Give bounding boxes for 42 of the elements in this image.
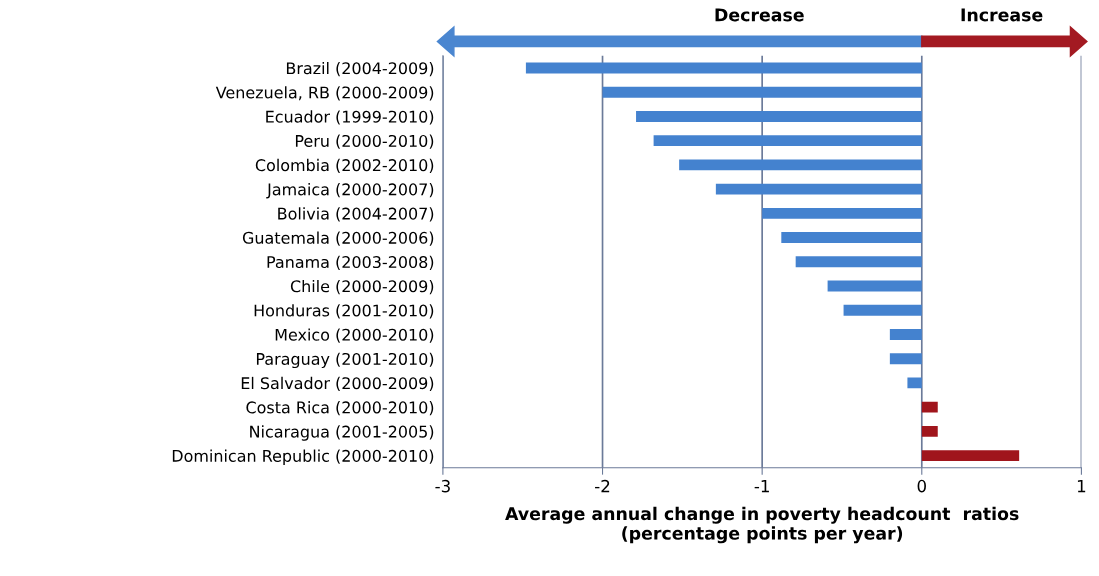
bar [921,401,938,413]
bar [602,86,922,98]
text: Increase [961,8,1043,22]
y-tick-label: Paraguay (2001-2010) [256,352,434,369]
x-tick-label: -2 [595,479,610,493]
text: Decrease [715,8,804,22]
x-tick-label: -3 [435,479,450,493]
bar [795,256,922,268]
bar [653,135,922,147]
y-tick-label: Honduras (2001-2010) [254,304,434,319]
y-tick-label: Guatemala (2000-2006) [242,231,434,246]
y-tick-label: Colombia (2002-2010) [255,158,434,174]
y-tick-label: Chile (2000-2009) [290,279,434,295]
bar [679,159,922,171]
y-tick-label: Costa Rica (2000-2010) [246,401,434,416]
bar [636,110,922,122]
bar [781,232,922,244]
bar [715,183,922,195]
y-tick-label: Nicaragua (2001-2005) [250,425,434,441]
x-tick-label: -1 [754,480,769,493]
bar [921,425,938,437]
bar [889,329,922,340]
y-tick-label: Mexico (2000-2010) [275,328,434,343]
x-axis-title: Average annual change in poverty headcount ratios (percentage points per year) [505,506,1019,544]
y-tick-label: Jamaica (2000-2007) [266,183,434,199]
y-tick-label: Panama (2003-2008) [267,255,434,270]
y-tick-label: Bolivia (2004-2007) [278,207,434,222]
y-tick-label: Dominican Republic (2000-2010) [172,449,434,465]
y-tick-label: El Salvador (2000-2009) [241,376,434,392]
x-tick-label: 1 [1077,480,1086,493]
bar [843,304,922,316]
y-tick-label: Ecuador (1999-2010) [266,110,434,125]
x-tick-label: 0 [917,479,926,493]
bar [525,62,922,74]
bar [921,450,1020,462]
bar [889,353,922,365]
y-tick-label: Venezuela, RB (2000-2009) [215,86,434,101]
y-tick-label: Brazil (2004-2009) [286,61,434,77]
bar [907,377,922,389]
bar [827,280,922,292]
bar [762,207,922,219]
y-tick-label: Peru (2000-2010) [295,134,434,149]
